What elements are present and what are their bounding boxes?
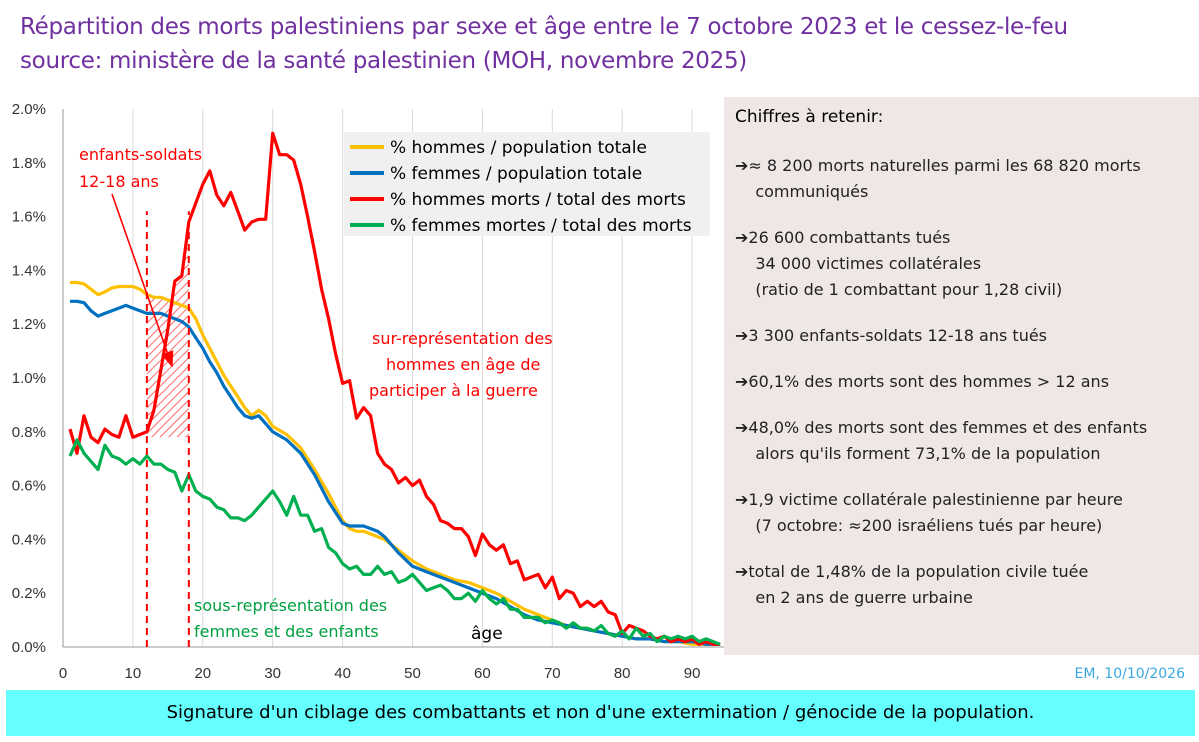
y-tick-label: 0.8% bbox=[12, 424, 46, 441]
key-figures-panel: Chiffres à retenir: ➔≈ 8 200 morts natur… bbox=[724, 97, 1199, 655]
fact-item: ➔total de 1,48% de la population civile … bbox=[735, 562, 1089, 607]
y-tick-label: 1.4% bbox=[12, 262, 46, 279]
x-tick-label: 90 bbox=[684, 665, 701, 682]
legend-label: % hommes / population totale bbox=[390, 138, 647, 158]
x-tick-label: 70 bbox=[544, 665, 561, 682]
x-tick-label: 50 bbox=[404, 665, 421, 682]
panel-title: Chiffres à retenir: bbox=[735, 107, 884, 127]
series-line bbox=[68, 438, 721, 646]
author-credit: EM, 10/10/2026 bbox=[1074, 666, 1185, 682]
x-tick-label: 40 bbox=[334, 665, 351, 682]
child-soldiers-annotation-line2: 12-18 ans bbox=[79, 172, 159, 191]
x-tick-label: 0 bbox=[59, 665, 67, 682]
y-tick-label: 0.0% bbox=[12, 639, 46, 656]
x-tick-label: 80 bbox=[614, 665, 631, 682]
series-layer bbox=[68, 131, 721, 646]
underrep-annotation-line2: femmes et des enfants bbox=[194, 622, 379, 641]
x-axis-label: âge bbox=[471, 624, 503, 644]
y-tick-label: 0.4% bbox=[12, 531, 46, 548]
x-tick-label: 30 bbox=[264, 665, 281, 682]
title-line-1: Répartition des morts palestiniens par s… bbox=[20, 14, 1068, 40]
conclusion-banner: Signature d'un ciblage des combattants e… bbox=[6, 690, 1195, 736]
legend-label: % femmes mortes / total des morts bbox=[390, 216, 692, 236]
x-tick-label: 60 bbox=[474, 665, 491, 682]
chart-title: Répartition des morts palestiniens par s… bbox=[20, 10, 1190, 78]
legend-background bbox=[344, 132, 710, 236]
series-line bbox=[68, 131, 721, 646]
y-tick-label: 1.6% bbox=[12, 209, 46, 226]
fact-item: ➔60,1% des morts sont des hommes > 12 an… bbox=[735, 372, 1110, 391]
fact-item: ➔3 300 enfants-soldats 12-18 ans tués bbox=[735, 326, 1048, 345]
tick-labels: 01020304050607080901000.0%0.2%0.4%0.6%0.… bbox=[12, 101, 701, 682]
overrep-annotation-line2: hommes en âge de bbox=[386, 355, 540, 374]
child-soldiers-annotation-line1: enfants-soldats bbox=[79, 145, 202, 164]
child-soldiers-arrow bbox=[111, 193, 174, 368]
y-tick-label: 1.0% bbox=[12, 370, 46, 387]
legend-label: % femmes / population totale bbox=[390, 164, 642, 184]
title-line-2: source: ministère de la santé palestinie… bbox=[20, 48, 747, 74]
fact-item: ➔26 600 combattants tués 34 000 victimes… bbox=[735, 228, 1063, 299]
legend-label: % hommes morts / total des morts bbox=[390, 190, 686, 210]
legend-items: % hommes / population totale % femmes / p… bbox=[350, 138, 692, 236]
fact-item: ➔48,0% des morts sont des femmes et des … bbox=[735, 418, 1148, 463]
fact-item: ➔1,9 victime collatérale palestinienne p… bbox=[735, 490, 1123, 535]
y-tick-label: 0.6% bbox=[12, 478, 46, 495]
overrep-annotation-line1: sur-représentation des bbox=[372, 329, 553, 348]
y-tick-label: 1.8% bbox=[12, 155, 46, 172]
line-chart: 01020304050607080901000.0%0.2%0.4%0.6%0.… bbox=[0, 96, 724, 690]
y-tick-label: 2.0% bbox=[12, 101, 46, 118]
legend: % hommes / population totale % femmes / p… bbox=[344, 132, 710, 236]
chart-area: 01020304050607080901000.0%0.2%0.4%0.6%0.… bbox=[0, 96, 1199, 690]
underrep-annotation-line1: sous-représentation des bbox=[194, 596, 387, 615]
x-tick-label: 20 bbox=[194, 665, 211, 682]
y-tick-label: 1.2% bbox=[12, 316, 46, 333]
fact-item: ➔≈ 8 200 morts naturelles parmi les 68 8… bbox=[735, 156, 1141, 201]
y-tick-label: 0.2% bbox=[12, 585, 46, 602]
facts-list: ➔≈ 8 200 morts naturelles parmi les 68 8… bbox=[735, 153, 1147, 631]
reference-lines bbox=[145, 211, 190, 647]
x-tick-label: 10 bbox=[125, 665, 142, 682]
overrep-annotation-line3: participer à la guerre bbox=[369, 381, 538, 400]
